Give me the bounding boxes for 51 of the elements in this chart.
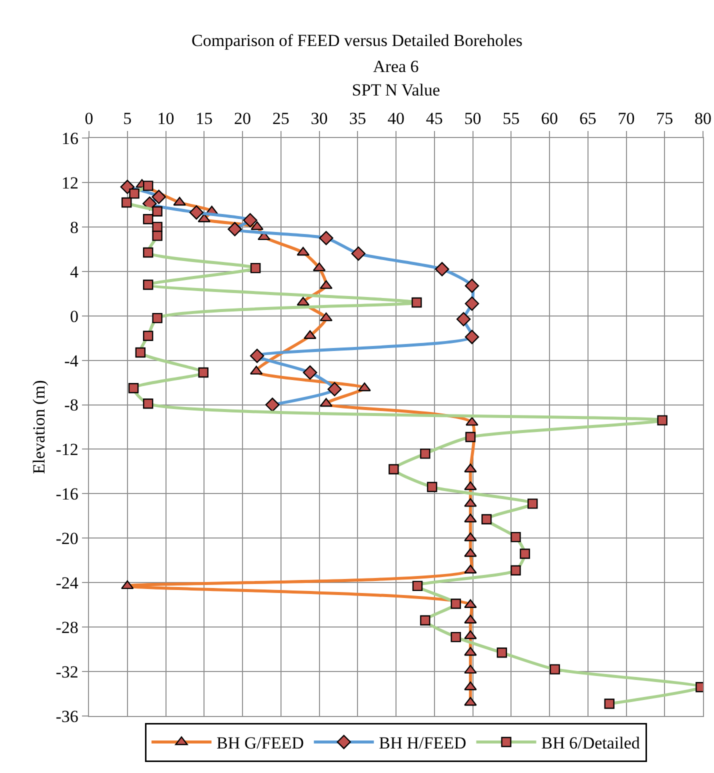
y-tick-label: -16 [56,484,78,504]
y-tick-label: -32 [56,662,78,682]
y-axis-title: Elevation (m) [29,380,48,474]
x-tick-label: 70 [618,109,635,128]
x-tick-label: 80 [694,109,712,128]
chart-title: Comparison of FEED versus Detailed Boreholes [192,30,522,50]
point [464,614,477,624]
y-tick-label: 16 [61,128,78,148]
y-tick-label: -8 [64,396,78,415]
point [296,296,310,306]
x-tick-label: 25 [272,109,290,128]
chart-subtitle: Area 6 [373,57,419,76]
x-tick-label: 15 [196,109,213,128]
x-tick-label: 55 [502,109,520,128]
y-tick-label: -20 [56,529,78,548]
x-tick-label: 60 [541,109,558,128]
point [466,416,478,426]
point [464,630,477,640]
y-tick-label: -12 [56,440,78,460]
legend-label: BH H/FEED [378,734,466,753]
x-tick-label: 75 [656,109,674,128]
y-tick-label: 8 [70,218,78,237]
y-tick-label: -4 [64,351,79,370]
y-tick-label: -36 [56,706,78,726]
x-tick-label: 40 [388,109,404,128]
point [250,366,263,375]
point [296,246,310,256]
point [320,312,333,322]
legend-label: BH G/FEED [216,734,304,753]
legend-label: BH 6/Detailed [541,734,640,753]
point [250,221,264,230]
y-tick-label: 0 [70,306,78,326]
point [121,580,134,590]
x-tick-label: 35 [349,109,366,128]
x-tick-label: 45 [426,109,443,128]
y-tick-label: -24 [56,574,79,593]
point [173,196,186,206]
point [464,664,477,674]
x-tick-label: 50 [464,109,482,128]
x-axis-title: SPT N Value [352,80,440,100]
x-tick-label: 65 [579,109,596,128]
x-tick-label: 0 [84,109,94,128]
x-tick-label: 10 [157,109,174,128]
y-tick-label: 4 [70,262,79,282]
x-tick-label: 5 [123,109,132,128]
point [312,262,326,272]
y-tick-label: -28 [56,618,78,638]
x-tick-label: 30 [310,109,328,128]
point [464,481,477,490]
y-tick-label: 12 [61,173,78,192]
x-tick-label: 20 [234,109,251,128]
